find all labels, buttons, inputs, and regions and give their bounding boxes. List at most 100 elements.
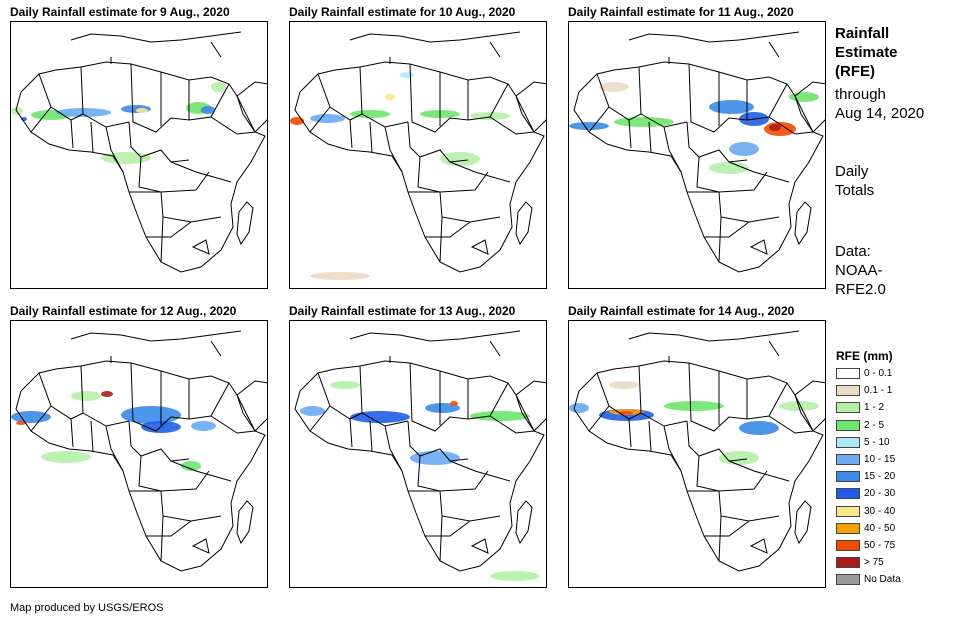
madagascar-outline: [794, 201, 812, 246]
panel-title-1: Daily Rainfall estimate for 9 Aug., 2020: [10, 5, 230, 19]
rainfall-area: [729, 142, 759, 156]
rainfall-map-aug-12: [10, 320, 268, 588]
rainfall-map-aug-13: [289, 320, 547, 588]
country-border: [768, 340, 780, 357]
rainfall-area: [121, 406, 181, 424]
country-border: [128, 121, 190, 163]
rainfall-area: [410, 451, 460, 465]
legend-label: 30 - 40: [864, 505, 896, 517]
legend-label: 50 - 75: [864, 540, 896, 551]
country-border: [648, 121, 652, 153]
country-border: [686, 420, 748, 462]
legend-item: No Data: [836, 573, 901, 586]
totals-line: Daily: [835, 163, 869, 180]
mediterranean-coast: [349, 330, 521, 342]
country-border: [407, 121, 469, 163]
rainfall-area: [330, 381, 360, 389]
country-border: [359, 365, 409, 427]
rainfall-area: [709, 100, 754, 114]
rainfall-area: [769, 124, 781, 131]
rainfall-area: [450, 401, 458, 406]
rainfall-area: [181, 461, 201, 471]
coastline: [294, 360, 545, 572]
rainfall-area: [664, 401, 724, 411]
country-border: [489, 340, 501, 357]
africa-map-3: [569, 31, 825, 273]
legend-swatch: [836, 471, 860, 483]
panel-title-6: Daily Rainfall estimate for 14 Aug., 202…: [568, 304, 795, 318]
country-border: [663, 126, 682, 173]
country-border: [407, 420, 469, 462]
country-border: [409, 63, 469, 133]
legend-label: 0 - 0.1: [864, 368, 893, 379]
rainfall-area: [201, 106, 215, 114]
legend-swatch: [836, 385, 860, 397]
country-border: [70, 119, 74, 149]
country-border: [489, 41, 501, 58]
rainfall-area: [385, 94, 395, 100]
rainfall-area: [136, 108, 148, 113]
legend-label: 1 - 2: [864, 402, 885, 414]
rainfall-area: [619, 411, 633, 415]
arabia-outline: [794, 380, 825, 432]
arabia-outline: [515, 380, 546, 432]
country-border: [425, 520, 471, 537]
country-border: [309, 106, 331, 133]
country-border: [588, 106, 610, 133]
country-border: [718, 515, 722, 562]
rainfall-area: [191, 421, 216, 431]
country-border: [588, 405, 610, 432]
country-border: [369, 121, 373, 153]
country-border: [317, 372, 363, 420]
country-border: [439, 515, 443, 562]
country-border: [628, 119, 632, 149]
country-border: [409, 362, 469, 432]
madagascar-outline: [794, 500, 812, 545]
rainfall-area: [41, 451, 91, 463]
rainfall-area: [719, 451, 759, 465]
rainfall-area: [300, 406, 325, 416]
rainfall-map-aug-14: [568, 320, 826, 588]
legend-item: 10 - 15: [836, 453, 895, 466]
data-source-line: NOAA-: [835, 262, 883, 279]
country-border: [638, 365, 688, 427]
rainfall-area: [614, 117, 674, 127]
coastline: [15, 61, 266, 273]
legend-item: 0 - 0.1: [836, 367, 892, 380]
coastline: [294, 61, 545, 273]
legend-item: 2 - 5: [836, 419, 884, 432]
country-border: [663, 425, 682, 472]
mediterranean-coast: [628, 330, 800, 342]
country-border: [349, 418, 353, 448]
map-title-line: (RFE): [835, 63, 875, 80]
country-border: [210, 415, 256, 434]
madagascar-outline: [236, 500, 254, 545]
country-border: [90, 121, 94, 153]
country-border: [704, 221, 750, 238]
country-border: [688, 63, 748, 133]
legend-label: 40 - 50: [864, 522, 896, 534]
rainfall-area: [569, 403, 589, 413]
legend-label: 20 - 30: [864, 488, 896, 500]
rainfall-area: [211, 82, 226, 92]
legend-swatch: [836, 540, 860, 551]
country-border: [704, 520, 750, 537]
country-border: [596, 372, 642, 420]
arabia-outline: [236, 380, 267, 432]
country-border: [688, 362, 748, 432]
legend-label: No Data: [864, 574, 901, 586]
country-border: [470, 538, 489, 554]
coastline: [15, 360, 266, 572]
legend-swatch: [836, 368, 860, 379]
date-range-line: Aug 14, 2020: [835, 105, 925, 122]
country-border: [210, 340, 222, 357]
country-border: [749, 538, 768, 554]
country-border: [638, 66, 688, 128]
country-border: [768, 41, 780, 58]
country-border: [90, 420, 94, 452]
country-border: [191, 239, 210, 255]
africa-map-5: [294, 330, 546, 581]
rainfall-area: [11, 411, 51, 423]
rainfall-area: [71, 391, 101, 401]
country-border: [384, 425, 403, 472]
